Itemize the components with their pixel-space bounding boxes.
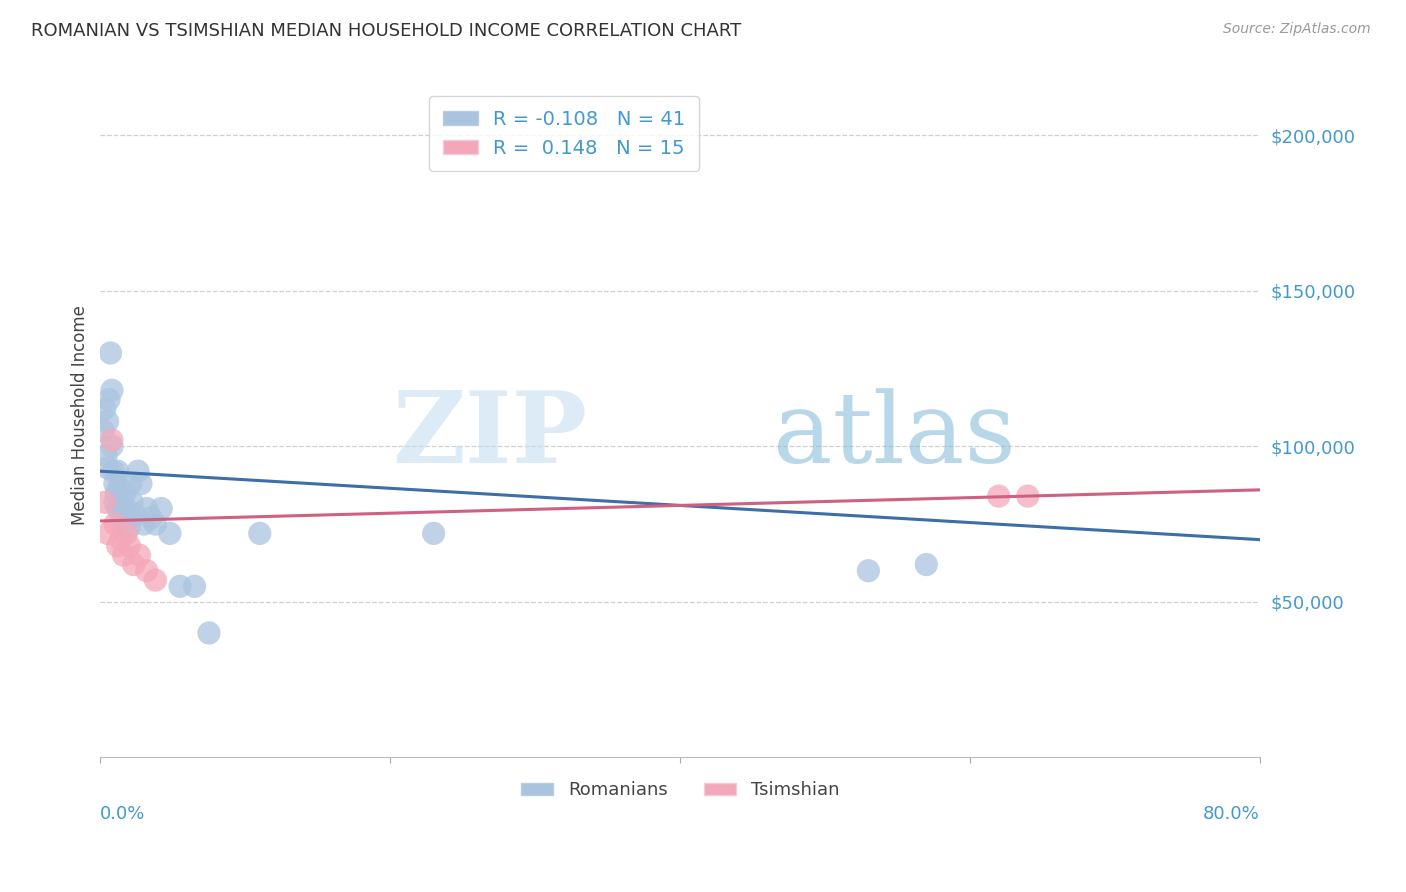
Point: [100, 346, 122, 360]
Point: [107, 501, 129, 516]
Point: [129, 476, 152, 491]
Point: [105, 486, 128, 500]
Point: [139, 511, 162, 525]
Point: [101, 433, 124, 447]
Point: [422, 526, 444, 541]
Point: [117, 508, 139, 522]
Point: [122, 558, 145, 572]
Point: [110, 495, 132, 509]
Text: 80.0%: 80.0%: [1204, 805, 1260, 823]
Point: [110, 533, 132, 547]
Point: [91, 424, 114, 438]
Point: [93, 401, 115, 416]
Point: [103, 464, 125, 478]
Y-axis label: Median Household Income: Median Household Income: [72, 305, 89, 525]
Point: [198, 626, 221, 640]
Point: [97, 414, 120, 428]
Point: [132, 517, 155, 532]
Point: [101, 384, 124, 398]
Point: [183, 579, 205, 593]
Point: [127, 464, 149, 478]
Point: [97, 461, 120, 475]
Point: [145, 517, 167, 532]
Point: [104, 517, 127, 532]
Text: ROMANIAN VS TSIMSHIAN MEDIAN HOUSEHOLD INCOME CORRELATION CHART: ROMANIAN VS TSIMSHIAN MEDIAN HOUSEHOLD I…: [31, 22, 741, 40]
Point: [249, 526, 271, 541]
Point: [118, 539, 141, 553]
Point: [108, 480, 131, 494]
Text: Source: ZipAtlas.com: Source: ZipAtlas.com: [1223, 22, 1371, 37]
Point: [124, 508, 146, 522]
Point: [858, 564, 880, 578]
Point: [987, 489, 1010, 503]
Point: [128, 548, 150, 562]
Point: [104, 495, 127, 509]
Point: [93, 495, 115, 509]
Point: [98, 392, 121, 407]
Point: [115, 501, 138, 516]
Point: [135, 564, 157, 578]
Point: [101, 439, 124, 453]
Point: [169, 579, 191, 593]
Point: [120, 476, 142, 491]
Point: [112, 548, 135, 562]
Point: [121, 495, 143, 509]
Point: [115, 526, 138, 541]
Point: [107, 539, 129, 553]
Point: [114, 486, 136, 500]
Point: [150, 501, 173, 516]
Point: [145, 573, 167, 587]
Point: [97, 526, 120, 541]
Point: [104, 476, 127, 491]
Point: [94, 449, 117, 463]
Point: [118, 520, 141, 534]
Point: [107, 464, 129, 478]
Point: [159, 526, 181, 541]
Point: [111, 508, 134, 522]
Text: 0.0%: 0.0%: [100, 805, 146, 823]
Legend: Romanians, Tsimshian: Romanians, Tsimshian: [513, 774, 846, 806]
Point: [135, 501, 157, 516]
Text: ZIP: ZIP: [392, 387, 588, 484]
Point: [915, 558, 938, 572]
Point: [1017, 489, 1039, 503]
Point: [112, 517, 135, 532]
Text: atlas: atlas: [773, 388, 1015, 483]
